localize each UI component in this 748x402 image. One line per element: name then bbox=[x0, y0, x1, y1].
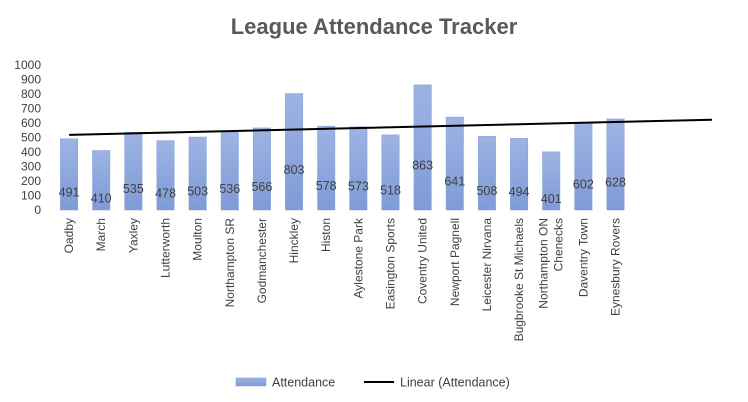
data-label: 494 bbox=[509, 185, 530, 199]
x-tick-label: Moulton bbox=[191, 218, 205, 261]
x-tick-label: Northampton ON bbox=[537, 218, 551, 309]
data-label: 602 bbox=[573, 177, 594, 191]
bar bbox=[156, 140, 175, 211]
data-label: 641 bbox=[444, 175, 465, 189]
y-tick-label: 300 bbox=[21, 160, 41, 174]
data-label: 491 bbox=[59, 185, 80, 199]
y-tick-label: 400 bbox=[21, 145, 41, 159]
bar bbox=[188, 136, 207, 211]
y-tick-label: 200 bbox=[21, 174, 41, 188]
bar bbox=[124, 132, 143, 211]
x-tick-label: Hinckley bbox=[287, 218, 301, 263]
bar bbox=[413, 84, 432, 211]
x-tick-label: Yaxley bbox=[126, 218, 140, 253]
bar bbox=[606, 118, 625, 211]
x-tick-label: Lutterworth bbox=[159, 218, 173, 278]
bar bbox=[60, 138, 79, 211]
chart-title: League Attendance Tracker bbox=[230, 14, 518, 39]
bar bbox=[381, 134, 400, 211]
y-tick-label: 1000 bbox=[14, 58, 41, 72]
data-label: 535 bbox=[123, 182, 144, 196]
data-label: 628 bbox=[605, 175, 626, 189]
bar bbox=[445, 116, 464, 211]
y-tick-label: 800 bbox=[21, 87, 41, 101]
data-label: 401 bbox=[541, 192, 562, 206]
y-tick-label: 900 bbox=[21, 73, 41, 87]
data-label: 573 bbox=[348, 179, 369, 193]
x-tick-label: Daventry Town bbox=[576, 218, 590, 297]
bar bbox=[220, 131, 239, 211]
x-tick-label: Godmanchester bbox=[255, 218, 269, 303]
bar bbox=[92, 150, 111, 211]
x-tick-label: Eynesbury Rovers bbox=[609, 218, 623, 316]
data-label: 578 bbox=[316, 179, 337, 193]
x-tick-label: Bugbrooke St Michaels bbox=[512, 218, 526, 341]
data-label: 803 bbox=[284, 163, 305, 177]
bar bbox=[542, 151, 561, 211]
x-tick-label: Oadby bbox=[62, 218, 76, 253]
bar bbox=[317, 125, 336, 211]
x-tick-label: Newport Pagnell bbox=[448, 218, 462, 306]
bar bbox=[477, 136, 496, 211]
x-tick-label: Histon bbox=[319, 218, 333, 252]
x-tick-label: Leicester Nirvana bbox=[480, 218, 494, 312]
data-label: 503 bbox=[187, 185, 208, 199]
legend-label-attendance: Attendance bbox=[272, 376, 335, 390]
bar bbox=[510, 138, 529, 211]
bar bbox=[252, 127, 271, 211]
y-tick-label: 600 bbox=[21, 116, 41, 130]
x-tick-label: March bbox=[94, 218, 108, 251]
y-tick-label: 500 bbox=[21, 131, 41, 145]
data-label: 410 bbox=[91, 191, 112, 205]
x-tick-label: Chenecks bbox=[552, 218, 566, 271]
bar bbox=[285, 93, 304, 211]
x-tick-label: Aylestone Park bbox=[351, 217, 365, 298]
data-label: 536 bbox=[219, 182, 240, 196]
trendline bbox=[69, 118, 712, 136]
x-tick-label: Easington Sports bbox=[384, 218, 398, 309]
y-tick-label: 700 bbox=[21, 102, 41, 116]
bar bbox=[574, 122, 593, 211]
data-label: 518 bbox=[380, 183, 401, 197]
data-label: 863 bbox=[412, 158, 433, 172]
legend-label-trendline: Linear (Attendance) bbox=[400, 376, 510, 390]
data-label: 478 bbox=[155, 186, 176, 200]
y-tick-label: 0 bbox=[34, 203, 41, 217]
y-tick-label: 100 bbox=[21, 189, 41, 203]
bar bbox=[349, 126, 368, 211]
x-tick-label: Northampton SR bbox=[223, 218, 237, 308]
x-tick-label: Coventry United bbox=[416, 218, 430, 304]
data-label: 566 bbox=[251, 180, 272, 194]
data-label: 508 bbox=[476, 184, 497, 198]
legend-swatch-attendance bbox=[235, 377, 267, 387]
